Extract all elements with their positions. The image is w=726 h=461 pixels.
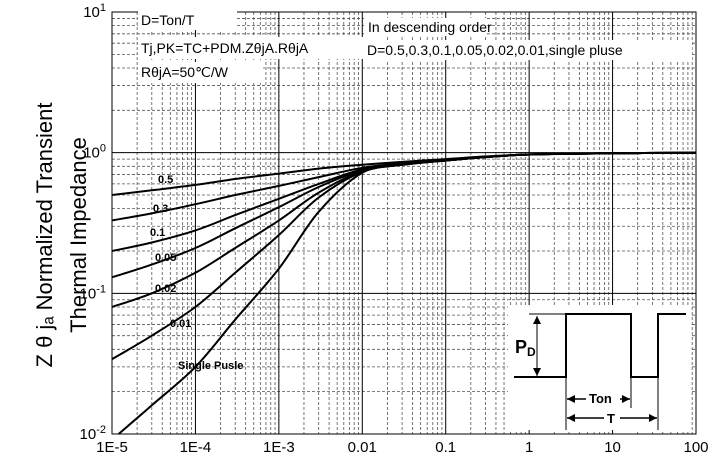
y-axis-label-line1: Z θ jₐ Normalized Transient <box>32 103 57 368</box>
x-tick-label: 1 <box>525 439 533 456</box>
ton-arrow-right <box>622 395 630 403</box>
x-tick-label: 1E-3 <box>263 439 295 456</box>
tj-formula-bg <box>138 37 372 59</box>
t-arrow-right <box>649 414 657 422</box>
ton-label: Ton <box>589 391 612 406</box>
curve-label: 0.02 <box>155 283 176 295</box>
x-tick-label: 100 <box>683 439 708 456</box>
t-label-bg <box>604 410 620 426</box>
inset-background <box>508 305 690 430</box>
plot-frame <box>111 11 697 435</box>
duty-formula: D=Ton/T <box>141 12 195 28</box>
curve-label: Single Pusle <box>178 360 243 372</box>
t-label: T <box>607 411 615 426</box>
order-values: D=0.5,0.3,0.1,0.05,0.02,0.01,single plus… <box>367 42 623 58</box>
x-tick-label: 0.01 <box>348 439 377 456</box>
order-title-bg <box>364 18 487 36</box>
y-tick-label: 10-2 <box>80 424 106 443</box>
y-tick-label: 100 <box>83 143 106 162</box>
tj-formula: Tj,PK=TC+PDM.ZθjA.RθjA <box>141 40 309 56</box>
curve-label: 0.05 <box>155 252 176 264</box>
x-tick-label: 0.1 <box>435 439 456 456</box>
ton-arrow-left <box>567 395 575 403</box>
pd-label: PD <box>515 337 536 359</box>
pd-arrow-down <box>533 368 541 376</box>
t-arrow-left <box>567 414 575 422</box>
curve-label: 0.1 <box>150 227 165 239</box>
x-tick-labels: 1E-5 1E-4 1E-3 0.01 0.1 1 10 100 <box>96 439 708 456</box>
pulse-inset: PD Ton T <box>508 305 690 430</box>
ton-label-bg <box>586 390 620 406</box>
x-tick-label: 1E-5 <box>96 439 128 456</box>
rtheta-value: RθjA=50℃/W <box>141 64 229 80</box>
y-tick-label: 10-1 <box>80 283 106 302</box>
order-title: In descending order <box>368 19 492 35</box>
major-grid <box>112 12 696 434</box>
curve-single-pusle <box>117 151 697 435</box>
duty-formula-bg <box>138 10 237 30</box>
y-tick-label: 101 <box>83 2 106 21</box>
pulse-waveform <box>514 313 686 378</box>
x-tick-label: 1E-4 <box>180 439 212 456</box>
curve-label: 0.3 <box>153 203 168 215</box>
order-values-bg <box>364 40 692 60</box>
y-axis-label-line2: Thermal Impedance <box>66 137 91 333</box>
rtheta-bg <box>138 62 263 83</box>
x-tick-label: 10 <box>604 439 621 456</box>
curve-label: 0.01 <box>170 318 191 330</box>
y-tick-labels: 101 100 10-1 10-2 <box>80 2 106 443</box>
curves <box>111 151 697 435</box>
curve-label: 0.5 <box>158 174 173 186</box>
curve-labels: 0.5 0.3 0.1 0.05 0.02 0.01 Single Pusle <box>150 174 243 372</box>
pd-arrow-up <box>533 316 541 324</box>
